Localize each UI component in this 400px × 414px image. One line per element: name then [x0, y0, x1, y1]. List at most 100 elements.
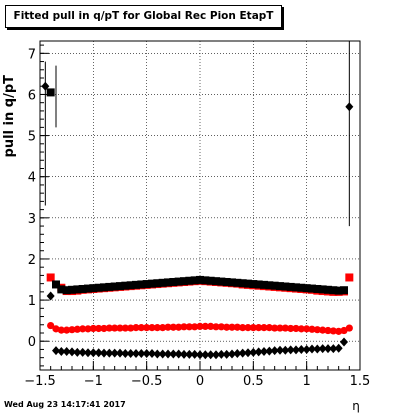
data-point-square	[46, 273, 55, 282]
data-point-diamond	[46, 291, 55, 301]
chart-title: Fitted pull in q/pT for Global Rec Pion …	[5, 5, 282, 28]
data-point-diamond	[100, 348, 108, 358]
data-point-diamond	[222, 349, 231, 359]
data-point-square	[174, 277, 183, 286]
y-tick-label: 2	[28, 253, 36, 268]
data-point-diamond	[302, 344, 311, 354]
x-tick-label: 0.5	[243, 374, 264, 389]
data-point-circle	[281, 324, 289, 332]
data-point-square	[318, 285, 327, 294]
data-point-square	[233, 278, 242, 287]
data-point-diamond	[313, 344, 322, 354]
data-point-circle	[47, 321, 55, 330]
y-tick-label: 1	[28, 294, 36, 309]
data-point-square	[126, 281, 135, 290]
data-point-circle	[79, 325, 87, 333]
data-point-circle	[105, 324, 113, 332]
data-point-square	[286, 282, 295, 291]
data-point-square	[302, 284, 311, 293]
data-point-square	[52, 280, 60, 289]
x-tick-label: 1.5	[350, 374, 371, 389]
data-point-circle	[68, 326, 76, 334]
data-point-square	[62, 286, 71, 295]
data-point-circle	[287, 324, 295, 333]
data-point-square	[324, 285, 332, 294]
timestamp: Wed Aug 23 14:17:41 2017	[4, 400, 126, 409]
data-point-square	[46, 88, 55, 97]
data-point-square	[345, 273, 354, 282]
data-point-circle	[244, 324, 252, 332]
data-point-square	[292, 283, 300, 292]
data-point-diamond	[132, 349, 140, 359]
data-point-circle	[212, 323, 220, 331]
data-point-square	[265, 281, 274, 290]
data-point-circle	[292, 324, 300, 333]
data-point-diamond	[254, 347, 263, 357]
data-point-circle	[57, 326, 65, 334]
data-point-circle	[143, 324, 151, 332]
data-point-diamond	[345, 102, 354, 112]
data-point-square	[153, 279, 162, 288]
y-tick-label: 7	[28, 47, 36, 62]
data-point-square	[249, 280, 258, 289]
data-point-circle	[345, 324, 353, 332]
data-point-square	[110, 282, 119, 291]
y-tick-label: 5	[28, 130, 36, 145]
data-point-square	[297, 283, 306, 292]
data-point-circle	[335, 327, 343, 335]
data-point-circle	[73, 325, 81, 333]
x-tick-label: 1	[303, 374, 311, 389]
data-point-diamond	[94, 348, 103, 358]
data-point-square	[238, 279, 247, 288]
data-point-circle	[127, 324, 135, 332]
data-point-square	[132, 280, 140, 289]
x-tick-label: −1	[84, 374, 103, 389]
data-point-diamond	[153, 349, 162, 359]
data-point-square	[73, 285, 82, 294]
data-point-diamond	[142, 349, 151, 359]
error-bars	[44, 41, 350, 227]
data-point-circle	[303, 325, 311, 333]
data-point-circle	[95, 324, 103, 333]
data-point-circle	[132, 324, 140, 332]
data-point-square	[334, 286, 343, 295]
data-point-diamond	[174, 349, 183, 359]
data-point-square	[276, 282, 284, 291]
data-point-circle	[201, 322, 209, 331]
data-point-circle	[249, 324, 257, 332]
data-point-diamond	[57, 346, 66, 356]
data-point-circle	[260, 324, 268, 332]
data-point-square	[68, 285, 76, 294]
data-point-diamond	[324, 344, 332, 354]
data-point-circle	[329, 327, 337, 335]
data-point-circle	[276, 324, 284, 332]
data-point-square	[212, 277, 220, 286]
data-point-diamond	[270, 346, 279, 356]
data-point-diamond	[244, 348, 252, 358]
data-point-diamond	[217, 349, 226, 359]
data-point-diamond	[84, 348, 92, 358]
data-point-square	[89, 284, 98, 293]
data-point-square	[313, 284, 322, 293]
data-point-diamond	[180, 349, 188, 359]
data-point-square	[201, 276, 210, 285]
data-point-square	[121, 281, 130, 290]
data-point-square	[281, 282, 290, 291]
data-point-square	[329, 286, 338, 295]
data-point-circle	[297, 325, 305, 333]
data-point-circle	[308, 325, 316, 333]
data-point-square	[116, 282, 124, 291]
data-point-square	[206, 276, 215, 285]
data-point-diamond	[158, 349, 167, 359]
data-point-diamond	[228, 349, 236, 359]
data-point-square	[217, 277, 226, 286]
data-point-circle	[111, 324, 119, 332]
data-point-circle	[89, 324, 97, 333]
data-point-circle	[265, 324, 273, 332]
data-point-diamond	[68, 347, 76, 357]
data-point-diamond	[281, 345, 290, 355]
data-point-square	[164, 278, 172, 287]
data-point-circle	[153, 324, 161, 332]
data-point-diamond	[110, 348, 119, 358]
